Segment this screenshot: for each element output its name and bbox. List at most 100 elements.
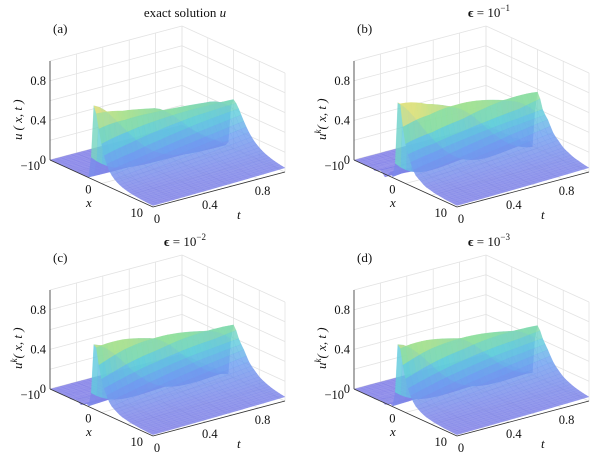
t-tick-label: 0.4	[506, 427, 522, 441]
t-tick-label: 0	[154, 441, 160, 455]
x-tick-label: 10	[131, 206, 144, 220]
subplot-title: ϵ = 10−1	[468, 3, 510, 20]
t-axis-label: t	[237, 207, 241, 222]
surface	[353, 91, 590, 206]
z-label-var: u	[10, 362, 25, 369]
subplot-title: ϵ = 10−3	[468, 232, 510, 249]
title-equals: = 10	[474, 5, 501, 20]
gridline-z	[49, 294, 183, 330]
z-tick-label: 0.4	[334, 342, 350, 356]
z-tick-label: 0.4	[334, 113, 350, 127]
t-tick-label: 0	[154, 212, 160, 226]
subplot-title: exact solution u	[144, 5, 227, 20]
z-label-sup: k	[9, 358, 19, 363]
z-label-args: ( x, t )	[314, 98, 329, 129]
t-tick-label: 0.8	[255, 184, 271, 198]
z-axis-label: uk( x, t )	[313, 327, 329, 369]
title-exponent: −2	[196, 232, 206, 242]
x-tick-label: 0	[389, 183, 395, 197]
z-tick-label: 0.4	[30, 342, 46, 356]
x-tick-label: 10	[435, 206, 448, 220]
z-tick-label: 0.8	[334, 74, 350, 88]
z-tick-label: 0	[40, 153, 46, 167]
x-tick-label: 0	[85, 412, 91, 426]
t-tick-label: 0.8	[255, 413, 271, 427]
t-axis-label: t	[541, 436, 545, 451]
z-axis-label: uk( x, t )	[313, 98, 329, 140]
z-tick-label: 0	[40, 382, 46, 396]
x-tick-label: 0	[85, 183, 91, 197]
title-epsilon: ϵ	[468, 234, 474, 249]
z-tick-label: 0.8	[30, 74, 46, 88]
x-axis-label: x	[389, 424, 396, 439]
z-tick-label: 0	[344, 153, 350, 167]
gridline-z	[353, 314, 487, 350]
gridline-z	[49, 65, 183, 101]
z-tick-label: 0.8	[334, 303, 350, 317]
t-axis	[152, 400, 286, 437]
x-axis	[49, 159, 154, 208]
title-equals: = 10	[170, 234, 197, 249]
t-axis-label: t	[541, 207, 545, 222]
t-axis	[456, 171, 590, 208]
z-label-args: ( x, t )	[10, 327, 25, 358]
t-tick-label: 0.8	[559, 413, 575, 427]
x-axis	[353, 388, 458, 437]
gridline-z	[353, 274, 487, 311]
gridline-z	[353, 254, 487, 291]
z-label-args: ( x, t )	[314, 327, 329, 358]
z-label-var: u	[10, 133, 25, 140]
z-tick-label: 0.8	[30, 303, 46, 317]
z-label-sup: k	[313, 358, 323, 363]
title-text: exact solution	[144, 5, 220, 20]
panel-label: (c)	[53, 250, 67, 265]
t-tick-label: 0.4	[506, 198, 522, 212]
title-var: u	[220, 5, 227, 20]
title-exponent: −1	[500, 3, 510, 13]
title-exponent: −3	[500, 232, 510, 242]
t-tick-label: 0.8	[559, 184, 575, 198]
x-tick-label: −10	[324, 388, 344, 402]
t-tick-label: 0.4	[202, 427, 218, 441]
x-tick-label: −10	[324, 159, 344, 173]
surface-patch	[453, 431, 463, 435]
subplot-title: ϵ = 10−2	[164, 232, 206, 249]
z-label-var: u	[314, 362, 329, 369]
surface	[353, 325, 590, 435]
t-axis-label: t	[237, 436, 241, 451]
panel-label: (b)	[357, 21, 372, 36]
x-tick-label: −10	[20, 388, 40, 402]
z-label-var: u	[314, 133, 329, 140]
t-axis	[456, 400, 590, 437]
surface	[49, 99, 286, 206]
gridline-z	[49, 45, 183, 82]
gridline-z	[49, 25, 183, 62]
z-axis-label: uk( x, t )	[9, 327, 25, 369]
gridline-z	[353, 45, 487, 82]
surface	[49, 324, 286, 435]
t-tick-label: 0.4	[202, 198, 218, 212]
t-axis	[152, 171, 286, 208]
x-tick-label: 10	[435, 435, 448, 449]
x-axis-label: x	[85, 424, 92, 439]
x-tick-label: 0	[389, 412, 395, 426]
x-axis-label: x	[85, 195, 92, 210]
gridline-z	[49, 314, 183, 350]
z-tick-label: 0	[344, 382, 350, 396]
gridline-z	[49, 274, 183, 311]
title-equals: = 10	[474, 234, 501, 249]
x-tick-label: −10	[20, 159, 40, 173]
z-label-sup: k	[313, 129, 323, 134]
surface-patch	[149, 202, 159, 206]
t-tick-label: 0	[458, 441, 464, 455]
gridline-z	[353, 294, 487, 330]
panel-label: (d)	[357, 250, 372, 265]
surface-patch	[453, 202, 463, 206]
z-label-args: ( x, t )	[10, 99, 25, 130]
title-epsilon: ϵ	[468, 5, 474, 20]
z-tick-label: 0.4	[30, 113, 46, 127]
